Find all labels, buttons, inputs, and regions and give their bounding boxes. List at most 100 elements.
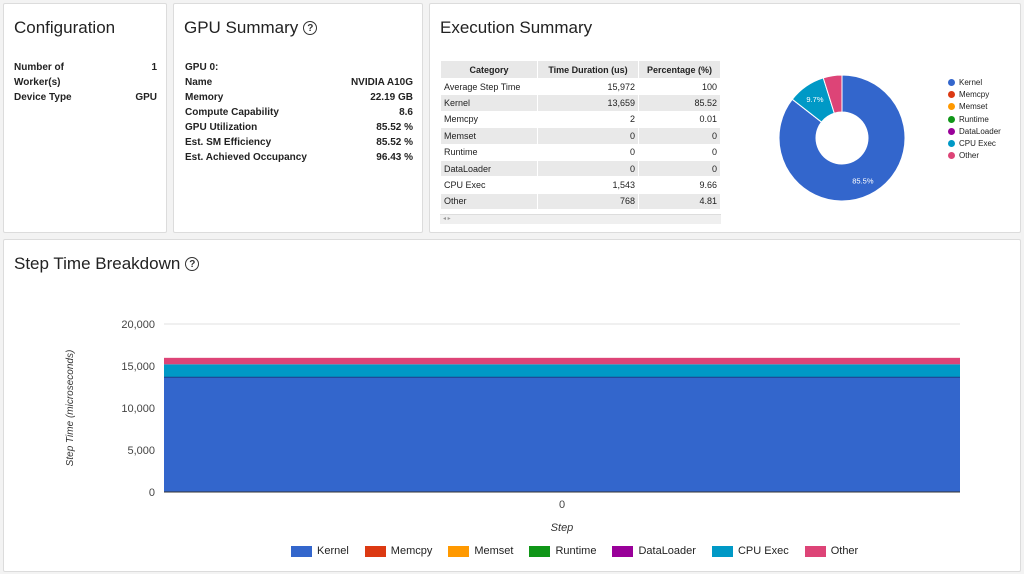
gpu-value: 8.6 [399,107,413,118]
cell-category: DataLoader [440,159,538,178]
cell-category: Kernel [440,94,538,112]
cell-time-duration: 2 [537,110,639,129]
configuration-list: Number of Worker(s) 1 Device Type GPU [14,60,157,105]
donut-slice-label: 85.5% [852,177,874,186]
x-tick-label: 0 [559,499,565,511]
gpu-value: 96.43 % [376,152,413,163]
table-horizontal-scrollbar[interactable]: ◂ ▸ [440,214,721,224]
config-row-device-type: Device Type GPU [14,90,157,105]
legend-item[interactable]: DataLoader [612,545,696,557]
legend-swatch [448,545,470,557]
table-row[interactable]: Kernel 13,659 85.52 [440,94,721,112]
column-header-time-duration[interactable]: Time Duration (us) [537,60,639,79]
table-row[interactable]: Average Step Time 15,972 100 [440,77,721,96]
execution-summary-title-text: Execution Summary [440,18,593,37]
cell-percentage: 0.01 [638,110,721,129]
step-time-title: Step Time Breakdown ? [14,254,200,274]
gpu-value: NVIDIA A10G [350,77,413,88]
config-row-workers: Number of Worker(s) 1 [14,60,157,90]
scroll-arrows[interactable]: ◂ ▸ [443,216,451,222]
cell-category: Other [440,192,538,211]
table-row[interactable]: Runtime 0 0 [440,143,721,161]
legend-item[interactable]: CPU Exec [711,545,789,557]
step-time-chart: 0 5,000 10,000 15,000 20,000 0 Step Step Time (… [65,319,960,534]
legend-label: Other [959,151,980,161]
legend-item[interactable]: Other [948,150,1001,162]
legend-label: Memset [474,545,514,557]
x-axis-label: Step [551,522,574,534]
legend-item[interactable]: Other [804,545,859,557]
y-axis-label: Step Time (microseconds) [65,350,76,467]
gpu-label: Compute Capability [185,107,279,118]
legend-item[interactable]: Kernel [291,545,349,557]
cell-time-duration: 0 [537,127,639,145]
table-row[interactable]: Memcpy 2 0.01 [440,110,721,129]
config-label-device-type: Device Type [14,92,72,103]
gpu-summary-list: GPU 0: Name NVIDIA A10G Memory 22.19 GB Co… [185,60,413,165]
execution-summary-table: Category Time Duration (us) Percentage (… [440,60,721,211]
execution-donut-chart: 85.5% 9.7% [778,74,906,202]
gpu-row: Compute Capability 8.6 [185,105,413,120]
cell-percentage: 100 [638,77,721,96]
legend-label: CPU Exec [959,139,996,149]
cell-time-duration: 0 [537,159,639,178]
legend-swatch [612,545,634,557]
gpu-row: Est. SM Efficiency 85.52 % [185,135,413,150]
gpu-summary-card: GPU Summary ? GPU 0: Name NVIDIA A10G Mem… [173,3,423,233]
y-tick-label: 15,000 [121,361,155,373]
legend-swatch [948,115,955,123]
cell-percentage: 0 [638,143,721,161]
gpu-value: 22.19 GB [370,92,413,103]
gpu-summary-title: GPU Summary ? [184,18,318,38]
legend-label: Memcpy [959,89,990,99]
legend-item[interactable]: Memset [948,101,1001,113]
cell-time-duration: 15,972 [537,77,639,96]
help-icon[interactable]: ? [185,257,200,271]
table-header-row: Category Time Duration (us) Percentage (… [440,60,721,79]
legend-swatch [948,78,955,86]
column-header-category[interactable]: Category [440,60,538,79]
config-value-device-type: GPU [135,92,157,103]
cell-percentage: 0 [638,127,721,145]
cell-category: Runtime [440,143,538,161]
legend-item[interactable]: DataLoader [948,125,1001,137]
column-header-percentage[interactable]: Percentage (%) [638,60,721,79]
configuration-title-text: Configuration [14,18,116,37]
legend-swatch [364,545,386,557]
step-time-title-text: Step Time Breakdown [14,254,181,273]
y-tick-label: 0 [149,487,155,499]
legend-swatch [948,127,955,135]
table-row[interactable]: Memset 0 0 [440,127,721,145]
configuration-title: Configuration [14,18,115,38]
step-time-legend: Kernel Memcpy Memset Runtime DataLoader CPU E… [291,545,874,557]
legend-swatch [529,545,551,557]
gpu-label: Name [185,77,213,88]
cell-category: Memset [440,127,538,145]
help-icon[interactable]: ? [303,21,318,35]
donut-slice-other[interactable] [822,74,843,114]
table-row[interactable]: DataLoader 0 0 [440,159,721,178]
area-series-cpu-exec[interactable] [164,364,960,378]
gpu-value: 85.52 % [376,137,413,148]
table-row[interactable]: CPU Exec 1,543 9.66 [440,176,721,194]
legend-swatch [948,140,955,148]
legend-item[interactable]: Kernel [948,76,1001,88]
area-series-other[interactable] [164,357,960,365]
legend-label: CPU Exec [737,545,789,557]
cell-category: Memcpy [440,110,538,129]
legend-item[interactable]: Runtime [948,113,1001,125]
configuration-card: Configuration Number of Worker(s) 1 Devic… [3,3,167,233]
table-row[interactable]: Other 768 4.81 [440,192,721,211]
legend-item[interactable]: Runtime [529,545,596,557]
legend-item[interactable]: Memcpy [948,88,1001,100]
cell-time-duration: 0 [537,143,639,161]
cell-time-duration: 13,659 [537,94,639,112]
area-series-kernel[interactable] [164,377,960,492]
legend-label: Other [830,545,859,557]
cell-percentage: 85.52 [638,94,721,112]
donut-slice-kernel[interactable] [778,74,906,202]
legend-item[interactable]: Memcpy [364,545,432,557]
legend-item[interactable]: Memset [448,545,513,557]
cell-percentage: 9.66 [638,176,721,194]
legend-item[interactable]: CPU Exec [948,137,1001,149]
